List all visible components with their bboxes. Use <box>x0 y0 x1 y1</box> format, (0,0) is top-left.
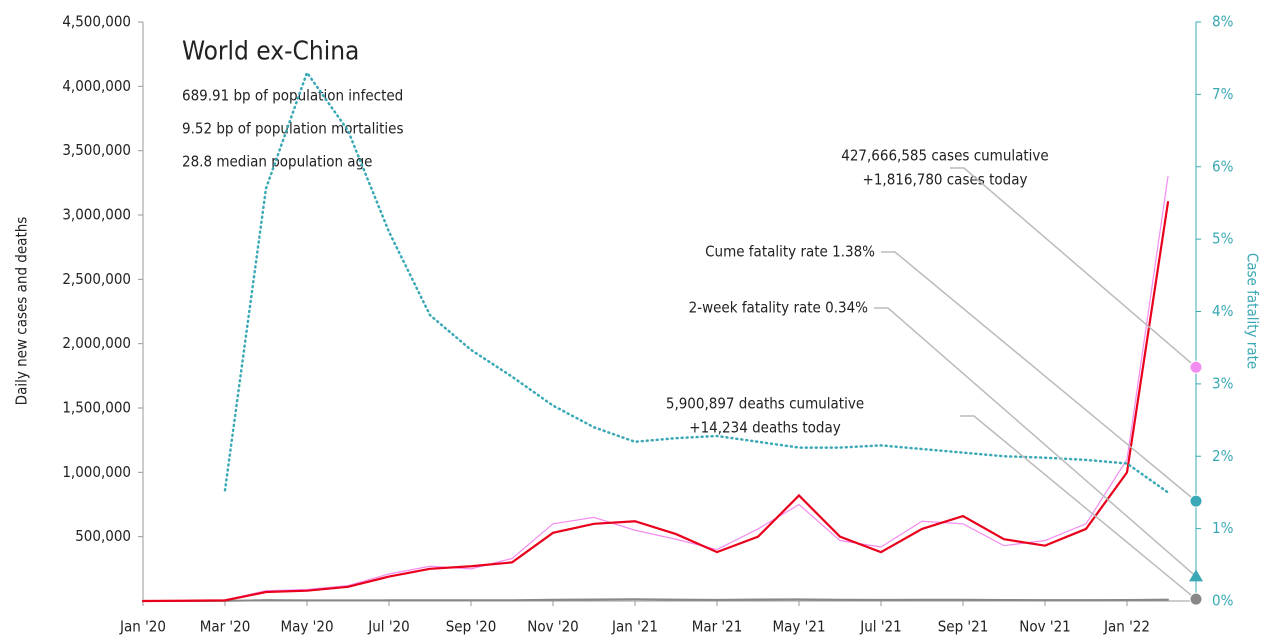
chart-title: World ex-China <box>182 37 359 67</box>
marker <box>1189 360 1203 374</box>
subtitle: 9.52 bp of population mortalities <box>182 120 404 138</box>
marker <box>1189 494 1203 508</box>
y-tick-label: 4,000,000 <box>62 77 131 95</box>
leader-line <box>960 415 1197 600</box>
x-tick-label: Jan '22 <box>1103 618 1150 636</box>
x-tick-label: May '20 <box>280 618 333 636</box>
y-tick-label: 3,000,000 <box>62 206 131 224</box>
leader-line <box>950 167 1197 368</box>
y2-tick-label: 5% <box>1212 230 1234 248</box>
y-tick-label: 2,500,000 <box>62 270 131 288</box>
annotation: +1,816,780 cases today <box>863 171 1028 189</box>
y2-tick-label: 8% <box>1212 13 1234 31</box>
y2-tick-label: 0% <box>1212 592 1234 610</box>
y-tick-label: 1,000,000 <box>62 463 131 481</box>
y-tick-label: 4,500,000 <box>62 13 131 31</box>
subtitle: 28.8 median population age <box>182 153 372 171</box>
leader-line <box>874 307 1197 577</box>
x-tick-label: May '21 <box>772 618 825 636</box>
x-tick-label: Jul '20 <box>367 618 409 636</box>
x-tick-label: Sep '21 <box>938 618 989 636</box>
x-tick-label: Sep '20 <box>446 618 497 636</box>
x-tick-label: Mar '21 <box>692 618 743 636</box>
x-tick-label: Jul '21 <box>859 618 901 636</box>
y-tick-label: 2,000,000 <box>62 334 131 352</box>
y-tick-label: 3,500,000 <box>62 141 131 159</box>
x-tick-label: Nov '20 <box>527 618 579 636</box>
leader-line <box>881 251 1197 502</box>
y2-tick-label: 4% <box>1212 302 1234 320</box>
x-tick-label: Nov '21 <box>1019 618 1071 636</box>
series-line <box>223 69 1170 494</box>
series-line <box>142 175 1169 602</box>
marker <box>1189 569 1203 582</box>
y-tick-label: 1,500,000 <box>62 399 131 417</box>
y2-tick-label: 6% <box>1212 157 1234 175</box>
x-tick-label: Jan '20 <box>119 618 166 636</box>
series-line <box>142 598 1169 602</box>
x-tick-label: Mar '20 <box>200 618 251 636</box>
x-tick-label: Jan '21 <box>611 618 658 636</box>
annotation: Cume fatality rate 1.38% <box>705 243 875 261</box>
annotation: 2-week fatality rate 0.34% <box>689 299 869 317</box>
series-line <box>141 201 1170 603</box>
y2-tick-label: 3% <box>1212 374 1234 392</box>
y2-tick-label: 2% <box>1212 447 1234 465</box>
marker <box>1189 592 1203 606</box>
y2-tick-label: 7% <box>1212 85 1234 103</box>
y2-tick-label: 1% <box>1212 519 1234 537</box>
y-axis-label: Daily new cases and deaths <box>13 217 31 406</box>
annotation: 427,666,585 cases cumulative <box>841 147 1048 165</box>
y-tick-label: 500,000 <box>75 527 131 545</box>
y2-axis-label: Case fatality rate <box>1244 253 1262 369</box>
subtitle: 689.91 bp of population infected <box>182 87 403 105</box>
annotation: +14,234 deaths today <box>689 419 840 437</box>
annotation: 5,900,897 deaths cumulative <box>666 395 864 413</box>
